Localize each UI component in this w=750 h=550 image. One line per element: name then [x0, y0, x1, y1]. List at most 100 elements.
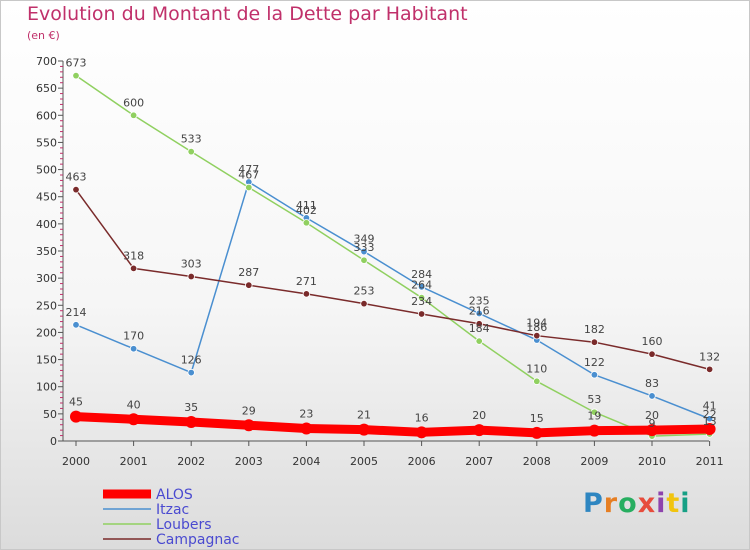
logo-letter: x: [637, 488, 657, 519]
x-tick-label: 2001: [120, 455, 148, 468]
y-tick-label: 200: [36, 326, 57, 339]
y-tick-label: 300: [36, 272, 57, 285]
x-tick-label: 2011: [696, 455, 724, 468]
y-tick-label: 350: [36, 245, 57, 258]
data-label-campagnac: 303: [181, 258, 202, 271]
legend-label-alos: ALOS: [156, 487, 193, 503]
data-label-itzac: 186: [526, 321, 547, 334]
data-point-alos: [185, 416, 198, 428]
data-label-itzac: 284: [411, 268, 432, 281]
data-label-loubers: 402: [296, 204, 317, 217]
data-point-campagnac: [360, 299, 368, 308]
data-point-alos: [473, 424, 486, 437]
x-tick-label: 2003: [235, 455, 263, 468]
data-label-alos: 19: [587, 410, 601, 423]
data-label-loubers: 600: [123, 96, 144, 109]
data-label-itzac: 349: [354, 233, 375, 246]
data-point-alos: [703, 423, 716, 436]
y-tick-label: 650: [36, 82, 57, 95]
data-point-campagnac: [475, 320, 483, 328]
y-tick-label: 0: [50, 435, 57, 448]
data-point-campagnac: [417, 310, 426, 318]
series-line-itzac: [75, 181, 711, 420]
y-tick-label: 250: [36, 299, 57, 312]
data-point-campagnac: [129, 264, 138, 273]
series-line-loubers: [75, 74, 711, 437]
logo-letter: i: [680, 488, 691, 519]
data-point-campagnac: [187, 272, 195, 281]
x-tick-label: 2004: [292, 455, 320, 468]
data-point-loubers: [417, 293, 426, 302]
data-point-loubers: [533, 377, 541, 385]
data-point-loubers: [475, 337, 483, 345]
data-point-itzac: [417, 283, 426, 291]
y-tick-label: 700: [36, 55, 57, 68]
data-label-campagnac: 132: [699, 350, 720, 363]
data-label-alos: 21: [357, 409, 371, 422]
data-point-loubers: [72, 71, 80, 80]
data-label-loubers: 110: [526, 362, 547, 375]
data-label-alos: 35: [184, 401, 198, 414]
data-label-campagnac: 271: [296, 275, 317, 288]
data-point-alos: [127, 413, 140, 426]
data-label-alos: 15: [530, 412, 544, 425]
logo-letter: i: [656, 488, 667, 519]
data-label-itzac: 235: [469, 294, 490, 307]
logo-letter: r: [603, 488, 619, 519]
chart-unit: (en €): [27, 29, 60, 42]
data-label-loubers: 533: [181, 133, 202, 146]
x-tick-label: 2009: [580, 455, 608, 468]
data-point-alos: [588, 424, 601, 437]
data-label-itzac: 477: [238, 163, 259, 176]
y-tick-label: 400: [36, 218, 57, 231]
data-label-loubers: 673: [66, 57, 87, 70]
data-point-itzac: [72, 321, 80, 329]
data-point-loubers: [360, 256, 368, 264]
legend-label-itzac: Itzac: [156, 502, 189, 518]
x-tick-label: 2002: [177, 455, 205, 468]
data-label-loubers: 13: [703, 415, 717, 428]
data-point-loubers: [187, 147, 195, 156]
data-point-alos: [646, 424, 658, 437]
data-point-campagnac: [302, 290, 311, 298]
data-label-campagnac: 253: [354, 285, 375, 298]
data-label-itzac: 122: [584, 356, 605, 369]
data-label-loubers: 264: [411, 279, 432, 292]
data-label-campagnac: 234: [411, 295, 432, 308]
x-tick-label: 2000: [62, 455, 90, 468]
data-point-loubers: [245, 183, 253, 192]
data-point-alos: [300, 422, 313, 435]
legend-label-loubers: Loubers: [156, 517, 212, 533]
data-label-alos: 45: [69, 396, 83, 409]
data-label-alos: 22: [703, 408, 717, 421]
data-label-loubers: 333: [354, 241, 375, 254]
data-label-alos: 23: [299, 408, 313, 421]
data-point-loubers: [590, 408, 599, 416]
data-point-itzac: [705, 415, 714, 423]
data-point-loubers: [302, 219, 311, 227]
legend-label-campagnac: Campagnac: [156, 532, 240, 548]
data-point-campagnac: [533, 331, 541, 340]
y-tick-label: 450: [36, 191, 57, 204]
data-point-itzac: [129, 345, 138, 353]
y-tick-label: 100: [36, 381, 57, 394]
data-point-campagnac: [648, 350, 656, 358]
data-label-campagnac: 216: [469, 305, 490, 318]
data-label-loubers: 9: [649, 417, 656, 430]
data-point-alos: [358, 423, 370, 436]
data-label-alos: 20: [472, 409, 486, 422]
x-tick-label: 2006: [408, 455, 436, 468]
data-label-campagnac: 160: [642, 335, 663, 348]
data-label-itzac: 214: [66, 306, 87, 319]
data-label-alos: 16: [415, 411, 429, 424]
data-point-campagnac: [705, 365, 714, 374]
proxiti-logo: Proxiti: [583, 488, 691, 519]
data-label-alos: 29: [242, 404, 256, 417]
series-line-campagnac: [75, 188, 711, 371]
y-tick-label: 600: [36, 109, 57, 122]
data-label-alos: 40: [127, 398, 141, 411]
y-tick-label: 50: [43, 408, 57, 421]
data-label-itzac: 170: [123, 330, 144, 343]
